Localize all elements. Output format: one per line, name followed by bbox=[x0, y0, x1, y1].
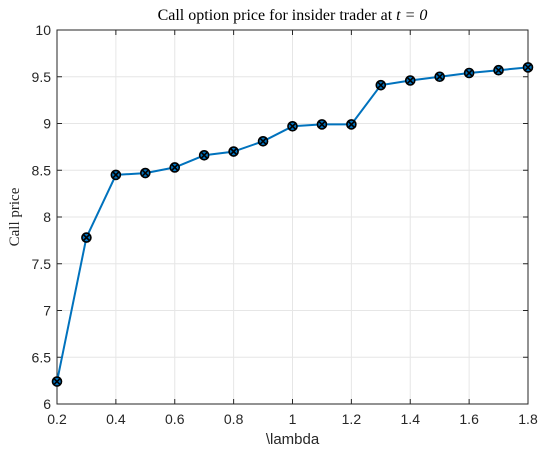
chart-title-math: t = 0 bbox=[396, 7, 427, 24]
y-axis-label: Call price bbox=[7, 187, 23, 246]
data-point-cross bbox=[230, 148, 237, 155]
x-axis: 0.2 0.4 0.6 0.8 1 1.2 1.4 1.6 1.8 bbox=[47, 30, 538, 427]
data-point-cross bbox=[348, 121, 355, 128]
data-point-cross bbox=[289, 122, 296, 130]
x-tick-label: 0.8 bbox=[224, 411, 244, 427]
x-axis-label: \lambda bbox=[266, 431, 320, 448]
data-point-cross bbox=[465, 69, 473, 77]
x-tick-label: 0.6 bbox=[165, 411, 185, 427]
data-point bbox=[81, 232, 92, 243]
y-tick-label: 8 bbox=[43, 209, 51, 225]
data-point bbox=[140, 167, 151, 179]
y-tick-label: 6.5 bbox=[32, 349, 52, 365]
x-tick-label: 1.6 bbox=[459, 411, 479, 427]
y-tick-label: 7 bbox=[43, 303, 51, 319]
data-point bbox=[169, 162, 181, 173]
data-point-cross bbox=[524, 64, 532, 71]
data-point bbox=[316, 119, 328, 130]
y-tick-label: 10 bbox=[35, 22, 51, 38]
data-point bbox=[346, 119, 357, 130]
data-point-cross bbox=[83, 234, 90, 241]
data-point-cross bbox=[171, 164, 179, 171]
data-point bbox=[287, 121, 298, 132]
data-point bbox=[404, 75, 416, 86]
chart-title-text: Call option price for insider trader at bbox=[158, 7, 397, 24]
y-tick-label: 6 bbox=[43, 396, 51, 412]
data-point bbox=[51, 376, 63, 387]
data-point bbox=[110, 169, 122, 181]
y-tick-label: 9 bbox=[43, 116, 51, 132]
data-point-cross bbox=[259, 137, 267, 145]
y-tick-label: 9.5 bbox=[32, 69, 52, 85]
x-tick-label: 1.2 bbox=[342, 411, 362, 427]
data-point bbox=[434, 71, 445, 83]
data-point-cross bbox=[200, 151, 208, 159]
data-point bbox=[493, 64, 504, 76]
data-point-cross bbox=[377, 81, 385, 89]
data-point bbox=[228, 146, 239, 157]
x-tick-label: 0.2 bbox=[47, 411, 67, 427]
data-point-cross bbox=[112, 171, 120, 179]
y-tick-label: 7.5 bbox=[32, 256, 52, 272]
y-tick-label: 8.5 bbox=[32, 162, 52, 178]
data-point-cross bbox=[406, 77, 414, 84]
x-tick-label: 1.4 bbox=[401, 411, 421, 427]
data-point-cross bbox=[53, 378, 61, 385]
y-axis: 6 6.5 7 7.5 8 8.5 9 9.5 10 bbox=[32, 22, 528, 412]
data-point-cross bbox=[318, 121, 326, 128]
data-point bbox=[257, 135, 269, 147]
chart-title: Call option price for insider trader at … bbox=[158, 7, 428, 24]
data-point bbox=[522, 62, 534, 73]
data-point bbox=[198, 149, 210, 161]
data-point bbox=[463, 67, 475, 79]
data-point-cross bbox=[436, 73, 444, 81]
x-tick-label: 1 bbox=[289, 411, 297, 427]
series-group bbox=[51, 62, 534, 387]
data-point-cross bbox=[141, 169, 149, 177]
data-point bbox=[375, 79, 387, 91]
x-tick-label: 0.4 bbox=[106, 411, 126, 427]
x-tick-label: 1.8 bbox=[518, 411, 538, 427]
data-point-cross bbox=[495, 66, 502, 74]
